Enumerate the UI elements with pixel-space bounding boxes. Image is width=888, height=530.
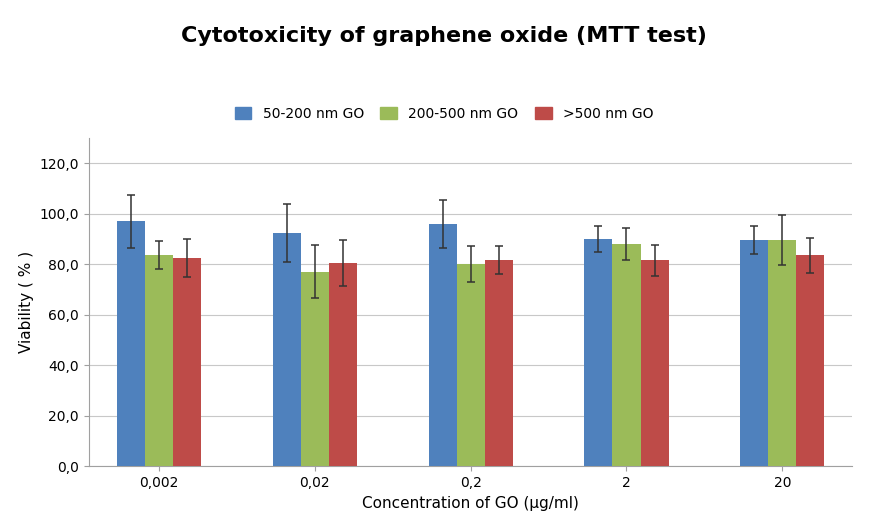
Bar — [741, 240, 768, 466]
Bar — [456, 264, 485, 466]
Bar — [273, 233, 301, 466]
Text: Cytotoxicity of graphene oxide (MTT test): Cytotoxicity of graphene oxide (MTT test… — [181, 26, 707, 47]
Bar — [640, 260, 669, 466]
Legend: 50-200 nm GO, 200-500 nm GO, >500 nm GO: 50-200 nm GO, 200-500 nm GO, >500 nm GO — [231, 102, 657, 125]
Bar — [485, 260, 512, 466]
Bar — [429, 224, 456, 466]
Bar — [329, 263, 357, 466]
X-axis label: Concentration of GO (μg/ml): Concentration of GO (μg/ml) — [362, 496, 579, 511]
Bar — [584, 239, 613, 466]
Bar — [173, 258, 201, 466]
Bar — [797, 255, 824, 466]
Bar — [117, 221, 145, 466]
Y-axis label: Viability ( % ): Viability ( % ) — [19, 251, 34, 353]
Bar — [768, 240, 797, 466]
Bar — [613, 244, 640, 466]
Bar — [145, 255, 173, 466]
Bar — [301, 272, 329, 466]
